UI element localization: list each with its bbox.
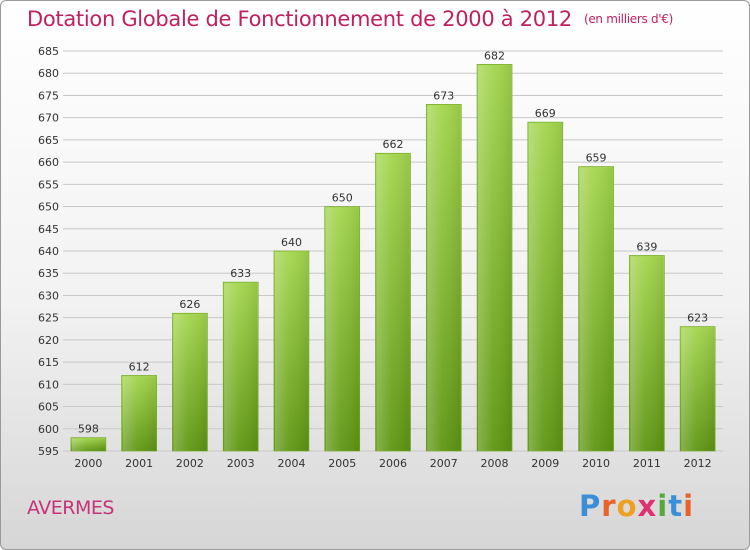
y-tick-label: 665 (38, 134, 59, 147)
x-tick-label: 2009 (531, 457, 559, 470)
data-label: 623 (687, 312, 708, 325)
bar-sheen (579, 167, 613, 452)
logo-letter: P (579, 489, 602, 523)
bar-sheen (71, 438, 105, 451)
x-tick-label: 2004 (277, 457, 305, 470)
y-axis-ticks: 595 600 605 610 615 620 625 630 635 640 645 650 655 6… (38, 45, 59, 458)
bar-sheen (528, 123, 562, 451)
bar-sheen (274, 252, 308, 451)
y-tick-label: 620 (38, 334, 59, 347)
chart-title-text: Dotation Globale de Fonctionnement de 20… (27, 7, 572, 31)
y-tick-label: 645 (38, 223, 59, 236)
x-tick-label: 2008 (481, 457, 509, 470)
data-label: 682 (484, 49, 505, 62)
commune-name: AVERMES (27, 497, 114, 519)
proxiti-logo: Proxiti (579, 489, 694, 523)
x-tick-label: 2001 (125, 457, 153, 470)
bar-sheen (478, 65, 512, 451)
y-tick-label: 650 (38, 201, 59, 214)
bar-sheen (681, 327, 715, 451)
x-tick-label: 2000 (74, 457, 102, 470)
data-label: 633 (230, 267, 251, 280)
data-label: 640 (281, 236, 302, 249)
x-axis-ticks: 2000 2001 2002 2003 2004 2005 2006 2007 2008 2009… (74, 457, 711, 470)
y-tick-label: 625 (38, 312, 59, 325)
x-tick-label: 2002 (176, 457, 204, 470)
chart-title: Dotation Globale de Fonctionnement de 20… (27, 7, 673, 31)
data-label: 662 (383, 138, 404, 151)
data-label: 612 (129, 360, 150, 373)
x-tick-label: 2011 (633, 457, 661, 470)
x-tick-label: 2007 (430, 457, 458, 470)
y-tick-label: 675 (38, 89, 59, 102)
logo-letter: o (616, 489, 638, 523)
logo-letter: i (683, 489, 695, 523)
y-tick-label: 680 (38, 67, 59, 80)
y-tick-label: 635 (38, 267, 59, 280)
data-labels: 598 612 626 633 640 650 662 673 682 669 659 639 623 (78, 49, 708, 435)
bars (70, 64, 716, 452)
logo-letter: t (668, 489, 684, 523)
data-label: 673 (433, 89, 454, 102)
bar-sheen (122, 376, 156, 451)
data-label: 669 (535, 107, 556, 120)
y-tick-label: 610 (38, 378, 59, 391)
y-tick-label: 630 (38, 289, 59, 302)
x-tick-label: 2006 (379, 457, 407, 470)
bar-sheen (427, 105, 461, 451)
bar-sheen (173, 314, 207, 451)
y-tick-label: 670 (38, 112, 59, 125)
logo-letter: r (601, 489, 617, 523)
y-tick-label: 595 (38, 445, 59, 458)
y-tick-label: 600 (38, 423, 59, 436)
y-tick-label: 655 (38, 178, 59, 191)
bar-sheen (630, 256, 664, 451)
x-tick-label: 2005 (328, 457, 356, 470)
bar-sheen (325, 207, 359, 451)
data-label: 598 (78, 423, 99, 436)
data-label: 650 (332, 192, 353, 205)
y-tick-label: 605 (38, 401, 59, 414)
y-tick-label: 660 (38, 156, 59, 169)
y-tick-label: 615 (38, 356, 59, 369)
y-tick-label: 640 (38, 245, 59, 258)
bar-sheen (376, 154, 410, 451)
logo-letter: x (637, 489, 658, 523)
x-tick-label: 2010 (582, 457, 610, 470)
chart-unit: (en milliers d'€) (583, 12, 673, 26)
data-label: 626 (179, 298, 200, 311)
bar-sheen (224, 283, 258, 451)
data-label: 659 (586, 152, 607, 165)
data-label: 639 (636, 240, 657, 253)
y-tick-label: 685 (38, 45, 59, 58)
logo-letter: i (657, 489, 669, 523)
x-tick-label: 2012 (684, 457, 712, 470)
x-tick-label: 2003 (227, 457, 255, 470)
